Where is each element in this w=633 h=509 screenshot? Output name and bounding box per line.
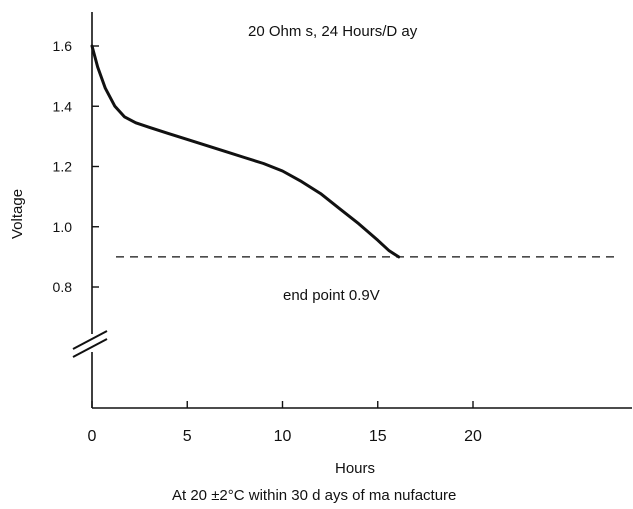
- axis-break-mark-1: [72, 330, 108, 350]
- end-point-label: end point 0.9V: [283, 287, 380, 304]
- chart-title: 20 Ohm s, 24 Hours/D ay: [248, 23, 418, 40]
- x-tick-label: 10: [274, 428, 292, 445]
- y-tick-label: 1.6: [53, 38, 73, 54]
- y-tick-label: 1.0: [53, 219, 73, 235]
- axis-break-mark-2: [72, 338, 108, 358]
- discharge-curve: [90, 44, 401, 259]
- x-axis-label: Hours: [335, 460, 375, 477]
- x-tick-label: 0: [88, 428, 97, 445]
- footnote: At 20 ±2°C within 30 d ays of ma nufactu…: [172, 487, 456, 504]
- y-ticks: 1.6 1.4 1.2 1.0 0.8: [53, 38, 99, 295]
- y-tick-label: 1.4: [53, 98, 73, 114]
- x-ticks: 0 5 10 15 20: [88, 401, 482, 445]
- x-tick-label: 5: [183, 428, 192, 445]
- y-axis-label: Voltage: [9, 189, 26, 239]
- y-tick-label: 0.8: [53, 279, 73, 295]
- x-tick-label: 20: [464, 428, 482, 445]
- x-tick-label: 15: [369, 428, 387, 445]
- y-tick-label: 1.2: [53, 159, 73, 175]
- y-axis: [72, 12, 108, 408]
